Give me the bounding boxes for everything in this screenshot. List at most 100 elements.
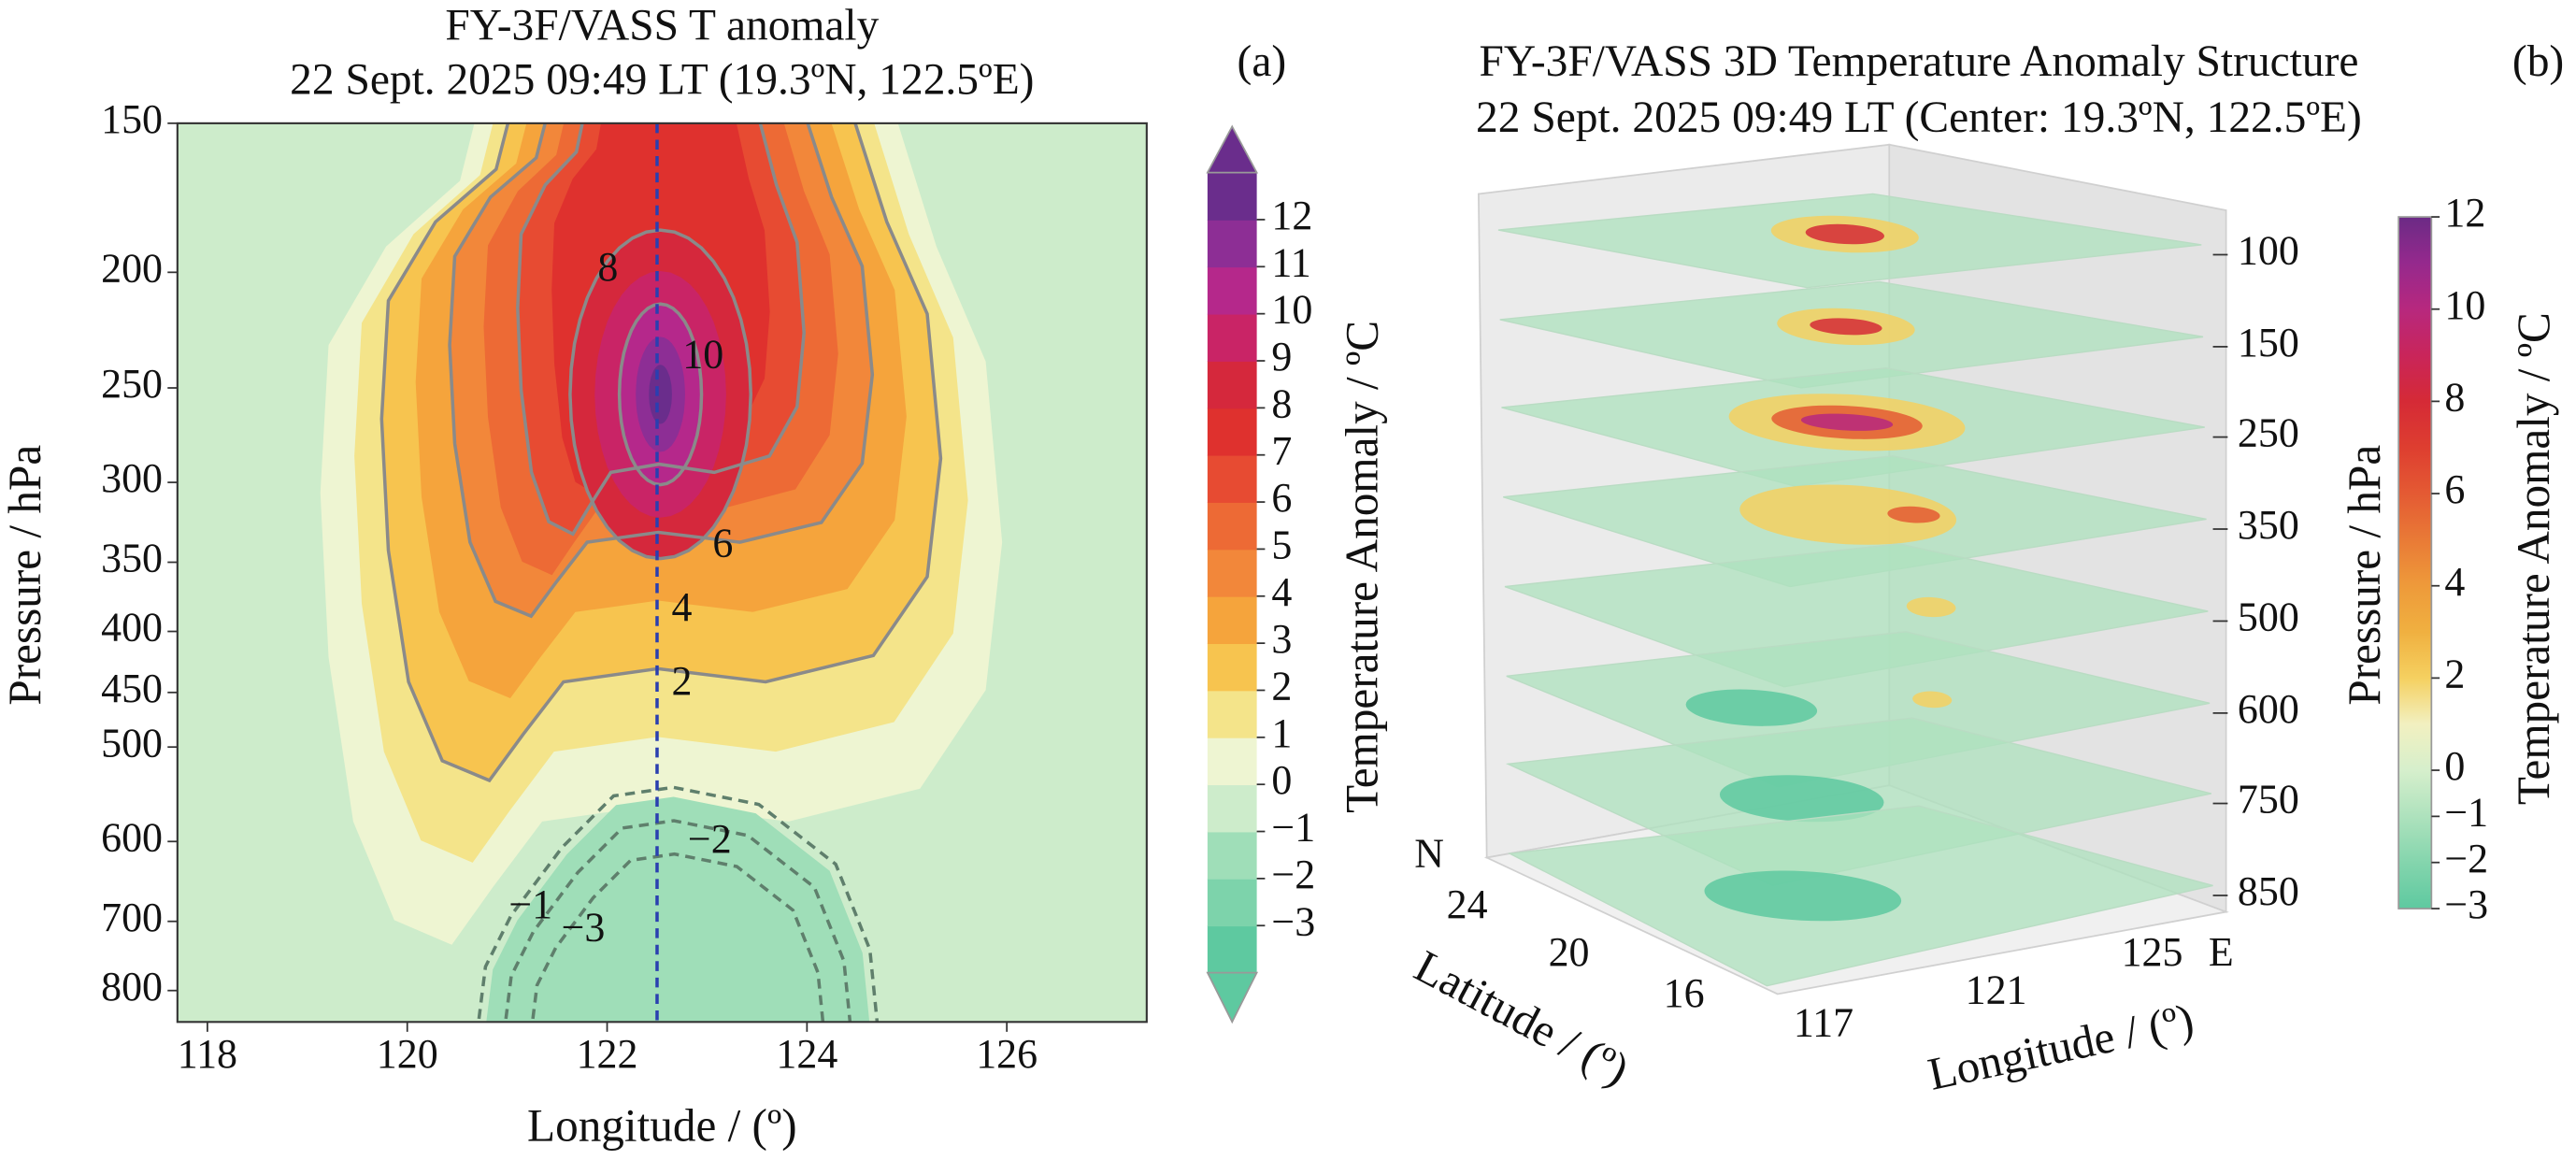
anomaly-blob [1719, 775, 1884, 823]
colorbar-band [1207, 784, 1257, 833]
anomaly-blob [1906, 596, 1956, 618]
colorbar-band [1207, 219, 1257, 268]
x-tick-label: 122 [577, 1031, 638, 1077]
z-tick-label: 600 [2238, 686, 2299, 732]
colorbar-band [1207, 549, 1257, 597]
y-tick-label: 200 [101, 245, 163, 291]
colorbar-tick-label: 8 [2444, 374, 2465, 420]
lon-tick-label: 121 [1966, 967, 2027, 1013]
colorbar-label: Temperature Anomaly / ºC [1337, 321, 1388, 813]
colorbar-tick-label: 0 [2444, 743, 2465, 789]
y-axis-label: Pressure / hPa [0, 445, 50, 706]
colorbar-tick-label: 2 [2444, 651, 2465, 696]
contour-label: 4 [671, 584, 692, 630]
slice-plane [1504, 543, 2209, 688]
colorbar-band [1207, 361, 1257, 409]
colorbar-tick-label: 7 [1271, 428, 1292, 474]
contour-line [477, 785, 880, 1023]
colorbar-tick-label: 2 [1271, 664, 1292, 709]
contour-fill [649, 365, 672, 424]
colorbar-band [1207, 925, 1257, 974]
contour-label: −1 [508, 881, 552, 927]
y-tick-label: 350 [101, 536, 163, 581]
x-tick-label: 118 [178, 1031, 237, 1077]
x-tick-label: 124 [776, 1031, 837, 1077]
colorbar-tick-label: 3 [1271, 616, 1292, 662]
subtitle-a: 22 Sept. 2025 09:49 LT (19.3ºN, 122.5ºE) [290, 56, 1034, 105]
colorbar-band [1207, 831, 1257, 880]
y-tick-label: 450 [101, 666, 163, 711]
contour-fill [486, 796, 870, 1023]
colorbar-tick-label: 8 [1271, 380, 1292, 426]
contour-label: −2 [688, 816, 732, 862]
colorbar-tick-label: −2 [2444, 836, 2488, 881]
x-tick-label: 126 [976, 1031, 1038, 1077]
contour-label: −3 [562, 905, 606, 951]
colorbar-b [2397, 216, 2433, 909]
anomaly-blob [1805, 223, 1884, 245]
colorbar-band [1207, 266, 1257, 315]
lat-axis-label: Latitude / (º) [1407, 940, 1638, 1096]
y-tick-label: 600 [101, 814, 163, 860]
colorbar-extend-top [1206, 124, 1259, 174]
colorbar-tick-label: −1 [2444, 789, 2488, 835]
contour-line [516, 122, 806, 537]
y-tick-label: 150 [101, 96, 163, 142]
lon-tick-label: 125 [2122, 929, 2183, 975]
panel-label-a: (a) [1238, 37, 1287, 86]
lon-direction: E [2209, 929, 2234, 975]
anomaly-blob [1887, 506, 1940, 523]
anomaly-blob [1739, 484, 1956, 545]
colorbar-tick-label: 4 [2444, 559, 2465, 605]
colorbar-label-b: Temperature Anomaly / ºC [2508, 312, 2559, 805]
slices [1497, 193, 2213, 987]
anomaly-blob [1704, 870, 1902, 922]
lat-tick-label: 20 [1549, 929, 1590, 975]
colorbar-tick-label: 11 [1271, 239, 1310, 285]
colorbar-tick-label: 10 [2444, 282, 2485, 328]
colorbar-band [1207, 502, 1257, 551]
colorbar-band [1207, 408, 1257, 456]
contour-label: 10 [682, 331, 723, 377]
y-tick-label: 500 [101, 720, 163, 766]
y-tick-label: 700 [101, 895, 163, 940]
lon-tick-label: 117 [1794, 1000, 1853, 1046]
x-tick-label: 120 [377, 1031, 438, 1077]
colorbar-band [1207, 737, 1257, 786]
colorbar-tick-label: −3 [1271, 898, 1315, 944]
subtitle-b: 22 Sept. 2025 09:49 LT (Center: 19.3ºN, … [1476, 93, 2362, 142]
contour-label: 2 [671, 658, 692, 704]
z-tick-label: 750 [2238, 777, 2299, 823]
contour-line [568, 228, 753, 561]
plot-frame [176, 122, 1148, 1024]
colorbar-band [1207, 595, 1257, 644]
anomaly-blob [1912, 691, 1953, 709]
y-tick-label: 300 [101, 455, 163, 501]
colorbar-tick-label: 10 [1271, 287, 1312, 333]
colorbar-tick-label: 5 [1271, 522, 1292, 567]
title-a: FY-3F/VASS T anomaly [445, 2, 879, 50]
colorbar-band [1207, 313, 1257, 362]
panel-label-b: (b) [2512, 37, 2564, 86]
contour-line [379, 122, 943, 783]
z-tick-label: 250 [2238, 410, 2299, 456]
colorbar-extend-bottom [1206, 971, 1259, 1024]
colorbar-tick-label: −1 [1271, 805, 1315, 851]
y-tick-label: 800 [101, 964, 163, 1010]
anomaly-blob [1810, 318, 1882, 336]
colorbar-band [1207, 643, 1257, 692]
x-axis-label: Longitude / (º) [527, 1100, 797, 1152]
colorbar-tick-label: 6 [2444, 466, 2465, 512]
colorbar-tick-label: −2 [1271, 852, 1315, 897]
anomaly-blob [1800, 413, 1894, 431]
z-axis-label: Pressure / hPa [2339, 445, 2390, 706]
lat-direction: N [1414, 831, 1444, 877]
contour-label: 8 [597, 244, 618, 290]
plot-area [177, 122, 1147, 1023]
z-tick-label: 150 [2238, 320, 2299, 365]
y-tick-label: 400 [101, 605, 163, 651]
z-tick-label: 100 [2238, 228, 2299, 274]
title-b: FY-3F/VASS 3D Temperature Anomaly Struct… [1479, 37, 2358, 86]
colorbar-band [1207, 878, 1257, 927]
z-tick-label: 500 [2238, 594, 2299, 640]
